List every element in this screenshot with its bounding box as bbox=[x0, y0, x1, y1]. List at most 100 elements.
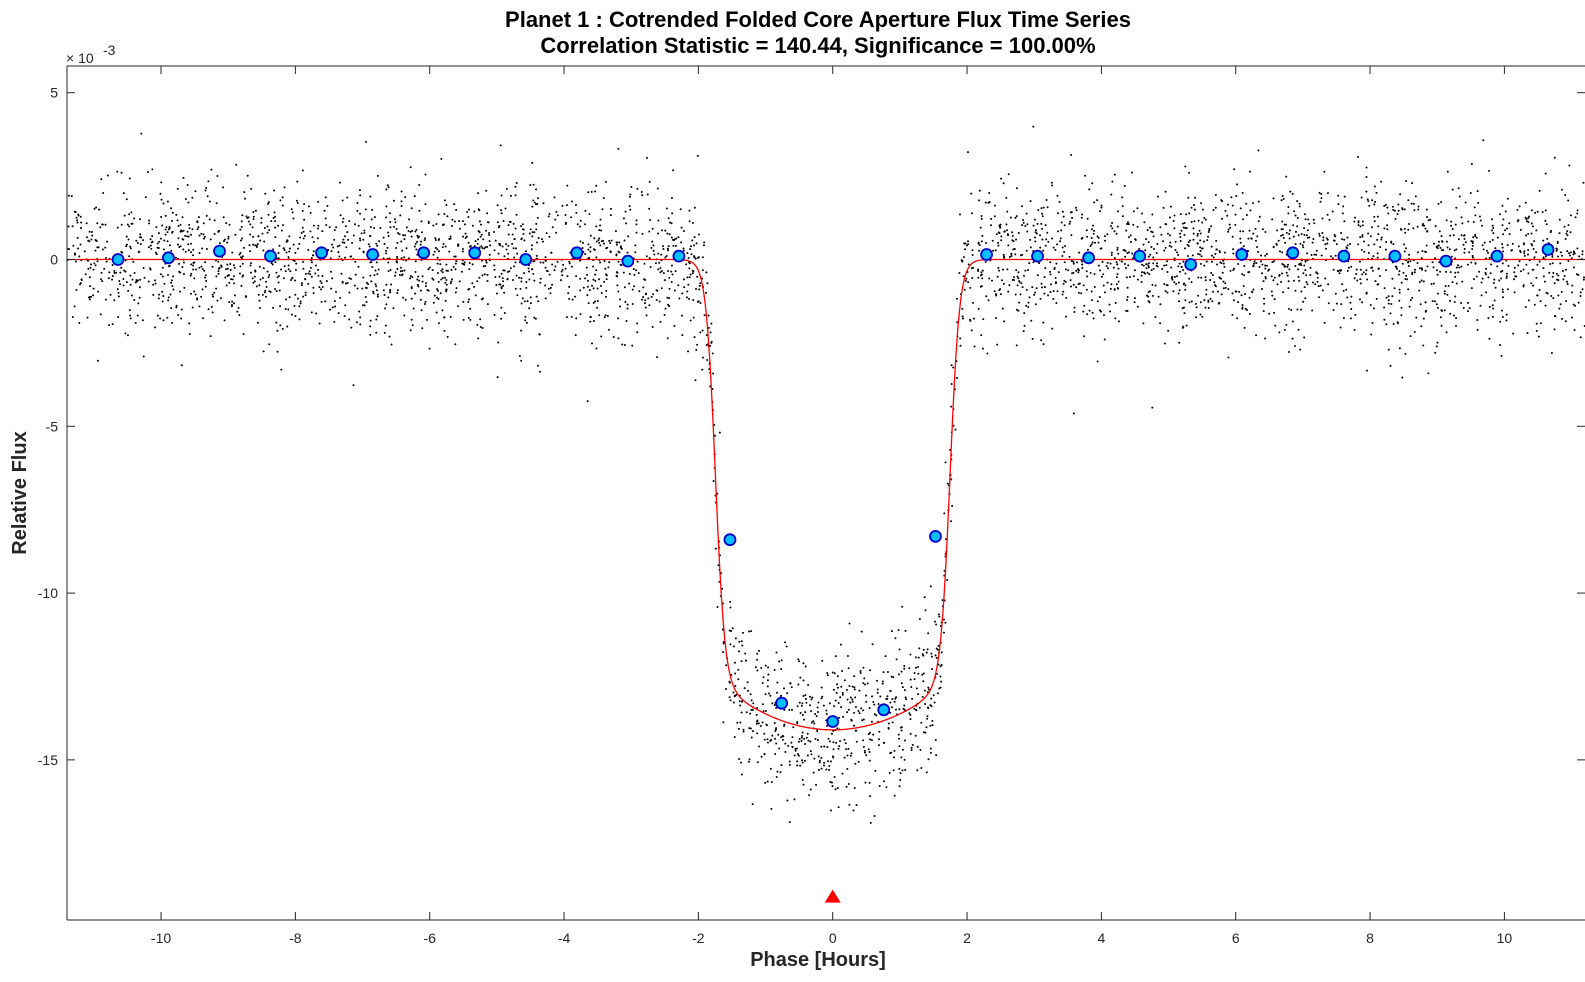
raw-point bbox=[1499, 213, 1502, 216]
raw-point bbox=[703, 241, 706, 244]
raw-point bbox=[262, 277, 265, 280]
raw-point bbox=[1366, 278, 1369, 281]
raw-point bbox=[584, 209, 587, 212]
raw-point bbox=[555, 231, 558, 234]
raw-point bbox=[440, 278, 443, 281]
raw-point bbox=[1525, 218, 1528, 221]
binned-point bbox=[1133, 249, 1147, 263]
raw-point bbox=[1322, 236, 1325, 239]
raw-point bbox=[1199, 250, 1202, 252]
raw-point bbox=[1451, 228, 1454, 231]
raw-point bbox=[316, 237, 319, 240]
raw-point bbox=[1570, 316, 1573, 319]
raw-point bbox=[463, 223, 466, 226]
raw-point bbox=[1567, 252, 1570, 255]
raw-point bbox=[125, 235, 128, 238]
raw-point bbox=[467, 288, 470, 291]
raw-point bbox=[751, 730, 754, 733]
raw-point bbox=[352, 234, 355, 237]
raw-point bbox=[1092, 317, 1095, 320]
raw-point bbox=[1424, 301, 1427, 304]
raw-point bbox=[1115, 283, 1118, 286]
raw-point bbox=[255, 244, 258, 247]
raw-point bbox=[1399, 193, 1402, 196]
raw-point bbox=[226, 267, 229, 270]
raw-point bbox=[884, 655, 887, 658]
raw-point bbox=[1475, 275, 1478, 278]
raw-point bbox=[454, 262, 457, 265]
raw-point bbox=[301, 209, 304, 212]
raw-point bbox=[1234, 223, 1237, 226]
raw-point bbox=[796, 764, 799, 767]
raw-point bbox=[424, 237, 427, 240]
raw-point bbox=[1182, 283, 1185, 286]
raw-point bbox=[1379, 246, 1382, 249]
raw-point bbox=[192, 268, 195, 271]
raw-point bbox=[1479, 304, 1482, 307]
raw-point bbox=[471, 224, 474, 227]
raw-point bbox=[625, 222, 628, 225]
raw-point bbox=[1426, 216, 1429, 219]
raw-point bbox=[600, 292, 603, 295]
raw-point bbox=[961, 307, 964, 310]
raw-point bbox=[652, 293, 655, 296]
raw-point bbox=[183, 286, 186, 289]
raw-point bbox=[693, 256, 696, 259]
raw-point bbox=[1054, 282, 1057, 285]
raw-point bbox=[1398, 291, 1401, 294]
raw-point bbox=[78, 322, 81, 325]
raw-point bbox=[1222, 287, 1225, 290]
raw-point bbox=[128, 177, 131, 180]
raw-point bbox=[500, 212, 503, 215]
raw-point bbox=[230, 278, 233, 281]
raw-point bbox=[1285, 223, 1288, 226]
raw-point bbox=[445, 290, 448, 293]
raw-point bbox=[909, 713, 912, 716]
raw-point bbox=[921, 695, 924, 698]
raw-point bbox=[467, 301, 470, 303]
raw-point bbox=[375, 318, 378, 321]
raw-point bbox=[996, 343, 999, 346]
raw-point bbox=[605, 289, 608, 292]
raw-point bbox=[1199, 262, 1202, 265]
raw-point bbox=[99, 313, 102, 316]
raw-point bbox=[839, 739, 842, 742]
raw-point bbox=[641, 232, 644, 235]
raw-point bbox=[1422, 344, 1425, 347]
raw-point bbox=[1127, 264, 1130, 267]
raw-point bbox=[764, 693, 767, 696]
raw-point bbox=[873, 814, 876, 817]
raw-point bbox=[687, 350, 690, 353]
raw-point bbox=[1176, 251, 1179, 254]
raw-point bbox=[122, 284, 125, 287]
raw-point bbox=[791, 708, 794, 711]
raw-point bbox=[1036, 222, 1039, 225]
raw-point bbox=[88, 230, 91, 233]
raw-point bbox=[1118, 320, 1121, 323]
raw-point bbox=[748, 630, 751, 633]
raw-point bbox=[136, 314, 139, 317]
raw-point bbox=[662, 245, 665, 248]
raw-point bbox=[500, 209, 503, 212]
raw-point bbox=[924, 731, 927, 734]
raw-point bbox=[1487, 251, 1489, 254]
raw-point bbox=[330, 250, 333, 253]
raw-point bbox=[133, 299, 136, 302]
raw-point bbox=[1184, 288, 1187, 291]
raw-point bbox=[587, 248, 590, 251]
raw-point bbox=[1426, 230, 1429, 233]
raw-point bbox=[271, 263, 274, 266]
raw-point bbox=[1176, 275, 1178, 278]
raw-point bbox=[436, 248, 439, 251]
raw-point bbox=[998, 269, 1001, 272]
raw-point bbox=[1582, 278, 1585, 281]
raw-point bbox=[1572, 250, 1575, 253]
raw-point bbox=[1432, 282, 1435, 285]
raw-point bbox=[1359, 225, 1362, 228]
raw-point bbox=[788, 708, 791, 711]
raw-point bbox=[259, 239, 262, 242]
raw-point bbox=[1420, 257, 1423, 260]
raw-point bbox=[1522, 242, 1525, 245]
raw-point bbox=[375, 289, 378, 292]
raw-point bbox=[1374, 200, 1377, 203]
